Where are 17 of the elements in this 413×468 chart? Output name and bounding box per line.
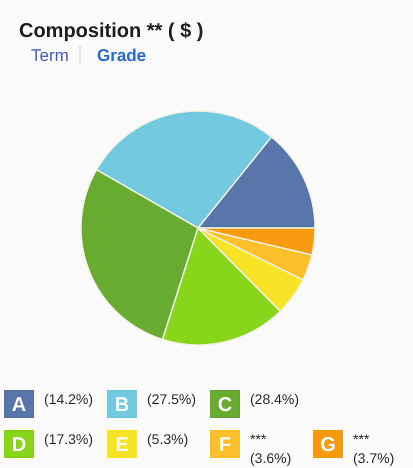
chart-title: Composition ** ( $ ) — [19, 20, 204, 42]
data-label: (5.3%) — [147, 431, 188, 447]
text: Term — [31, 46, 69, 65]
legend-label: G — [320, 434, 336, 456]
data-label: *** (3.6%) — [250, 431, 292, 466]
legend-label: A — [12, 394, 26, 416]
legend-label: C — [218, 394, 232, 416]
legend-label: E — [115, 434, 129, 456]
data-label: (27.5%) — [147, 391, 196, 407]
legend-label: F — [218, 434, 232, 456]
data-label: (14.2%) — [44, 391, 94, 407]
legend-label: D — [12, 434, 26, 456]
data-label: *** (3.7%) — [353, 431, 394, 466]
text: Grade — [97, 46, 146, 65]
data-label: (28.4%) — [250, 391, 300, 407]
legend-label: B — [114, 394, 130, 416]
data-label: (17.3%) — [44, 431, 94, 447]
